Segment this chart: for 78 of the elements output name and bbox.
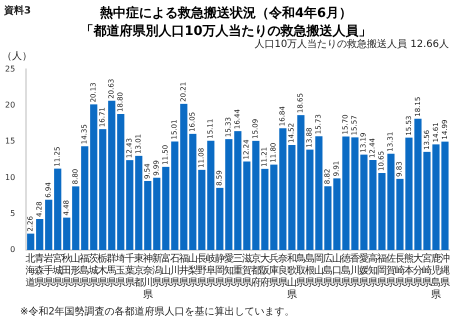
- bar: [324, 186, 332, 250]
- x-tick-label: 岐阜県: [206, 252, 216, 289]
- x-tick-label: 大阪府: [260, 252, 270, 289]
- x-tick-label: 栃木県: [98, 252, 108, 289]
- x-tick-label: 大分県: [412, 252, 423, 289]
- x-tick-label: 福井県: [178, 252, 189, 289]
- x-tick-label: 鹿児島県: [430, 252, 441, 301]
- bar: [441, 142, 449, 250]
- x-tick-label: 滋賀県: [242, 252, 252, 289]
- x-tick-label: 高知県: [368, 252, 378, 289]
- x-tick-label: 山口県: [332, 252, 342, 289]
- x-tick-label: 埼玉県: [114, 252, 126, 289]
- x-tick-label: 東京都: [134, 252, 144, 289]
- x-tick-label: 宮城県: [52, 252, 63, 289]
- x-tick-label: 山梨県: [188, 252, 198, 289]
- x-tick-label: 三重県: [232, 254, 243, 289]
- bar: [378, 172, 386, 250]
- x-tick-label: 香川県: [350, 252, 360, 289]
- bar: [414, 118, 422, 250]
- bar: [351, 137, 359, 250]
- bar: [360, 154, 368, 250]
- x-tick-label: 沖縄県: [438, 252, 450, 289]
- x-tick-label: 神奈川県: [142, 252, 153, 301]
- x-tick-label: 佐賀県: [386, 254, 396, 289]
- x-tick-label: 愛媛県: [358, 252, 369, 289]
- bar: [432, 144, 440, 250]
- x-tick-label: 石川県: [170, 254, 180, 289]
- x-tick-label: 徳島県: [340, 254, 351, 289]
- bar: [369, 160, 377, 250]
- text: 資料3: [3, 4, 31, 17]
- bar: [405, 138, 413, 250]
- y-tick-label: 20: [4, 100, 16, 110]
- bar: [396, 178, 404, 250]
- text: ※令和2年国勢調査の各都道府県人口を基に算出しています。: [20, 306, 295, 318]
- bar: [315, 136, 322, 250]
- bar: [306, 150, 314, 250]
- x-tick-label: 群馬県: [106, 252, 117, 289]
- y-tick-label: 0: [10, 245, 16, 254]
- y-tick-label: 10: [4, 172, 16, 182]
- x-tick-label: 兵庫県: [268, 252, 279, 289]
- bar: [387, 154, 395, 250]
- x-tick-label: 京都府: [250, 252, 261, 289]
- x-tick-label: 福岡県: [376, 252, 387, 289]
- x-tick-label: 秋田県: [62, 252, 72, 289]
- y-tick-label: 15: [4, 136, 16, 146]
- x-tick-label: 静岡県: [214, 252, 225, 289]
- x-tick-label: 島根県: [304, 252, 315, 289]
- y-tick-label: 5: [10, 208, 16, 218]
- x-tick-label: 新潟県: [152, 252, 162, 289]
- x-tick-label: 和歌山県: [286, 252, 297, 301]
- x-tick-label: 千葉県: [124, 252, 135, 289]
- text: 人口10万人当たりの救急搬送人員 12.66人: [254, 38, 449, 50]
- chart-title: 熱中症による救急搬送状況（令和4年6月）: [98, 5, 352, 22]
- x-tick-label: 奈良県: [278, 254, 288, 289]
- x-tick-label: 北海道: [26, 252, 36, 289]
- x-tick-label: 鳥取県: [294, 252, 306, 289]
- x-tick-label: 長野県: [196, 254, 207, 289]
- chart-subtitle: 「都道府県別人口10万人当たりの救急搬送人員」: [80, 22, 372, 39]
- x-tick-label: 宮崎県: [422, 252, 432, 289]
- y-axis-title: （人）: [2, 50, 32, 62]
- x-tick-label: 茨城県: [88, 252, 99, 289]
- x-tick-label: 山形県: [70, 252, 81, 289]
- x-tick-label: 広島県: [322, 252, 333, 289]
- bar: [423, 152, 431, 250]
- x-tick-label: 福島県: [80, 252, 90, 289]
- bar: [279, 128, 286, 250]
- bar: [342, 136, 350, 250]
- x-tick-label: 熊本県: [404, 252, 414, 289]
- x-tick-label: 青森県: [34, 252, 45, 289]
- x-tick-label: 岩手県: [44, 252, 54, 289]
- y-tick-label: 25: [4, 64, 16, 74]
- bar: [333, 178, 340, 250]
- x-tick-label: 岡山県: [314, 254, 324, 289]
- x-tick-label: 愛知県: [224, 252, 234, 289]
- bar: [288, 144, 296, 250]
- x-tick-label: 富山県: [160, 252, 171, 289]
- x-tick-label: 長崎県: [394, 254, 405, 289]
- bar: [297, 115, 304, 250]
